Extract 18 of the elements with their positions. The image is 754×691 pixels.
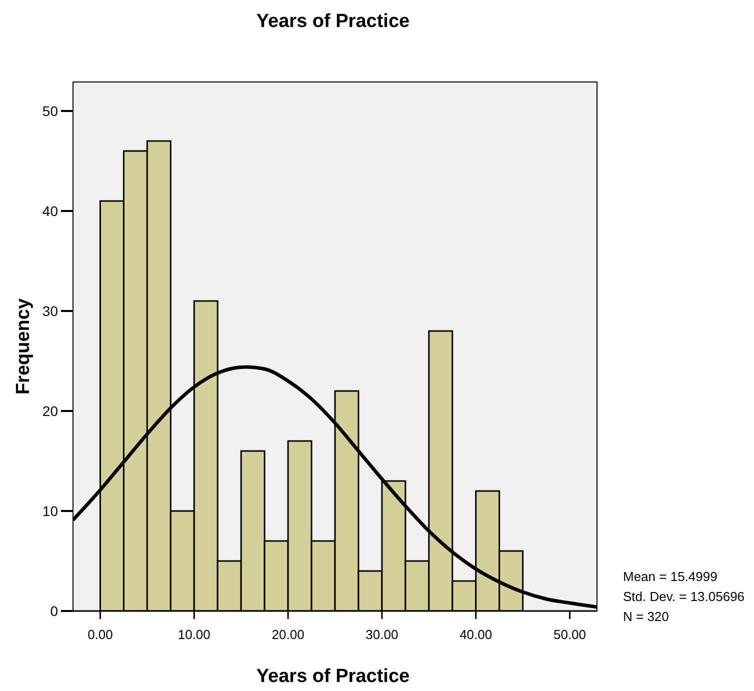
- x-tick-label: 30.00: [366, 627, 398, 642]
- x-tick-label: 40.00: [460, 627, 492, 642]
- y-tick-label: 40: [42, 203, 58, 219]
- text: Std. Dev. = 13.05696: [623, 589, 745, 604]
- y-tick-label: 30: [42, 303, 58, 319]
- x-tick-label: 50.00: [553, 627, 586, 642]
- x-tick-label: 20.00: [272, 627, 304, 642]
- y-tick-label: 50: [42, 103, 58, 119]
- text: N = 320: [623, 609, 669, 624]
- chart-title: Years of Practice: [256, 11, 410, 32]
- x-tick-label: 0.00: [88, 627, 113, 642]
- y-tick-label: 0: [50, 603, 58, 619]
- text: Mean = 15.4999: [623, 569, 718, 584]
- y-tick-label: 20: [42, 403, 58, 419]
- y-tick-label: 10: [42, 503, 58, 519]
- y-axis-title: Frequency: [13, 298, 34, 395]
- x-tick-label: 10.00: [178, 627, 210, 642]
- x-axis-title: Years of Practice: [256, 666, 410, 687]
